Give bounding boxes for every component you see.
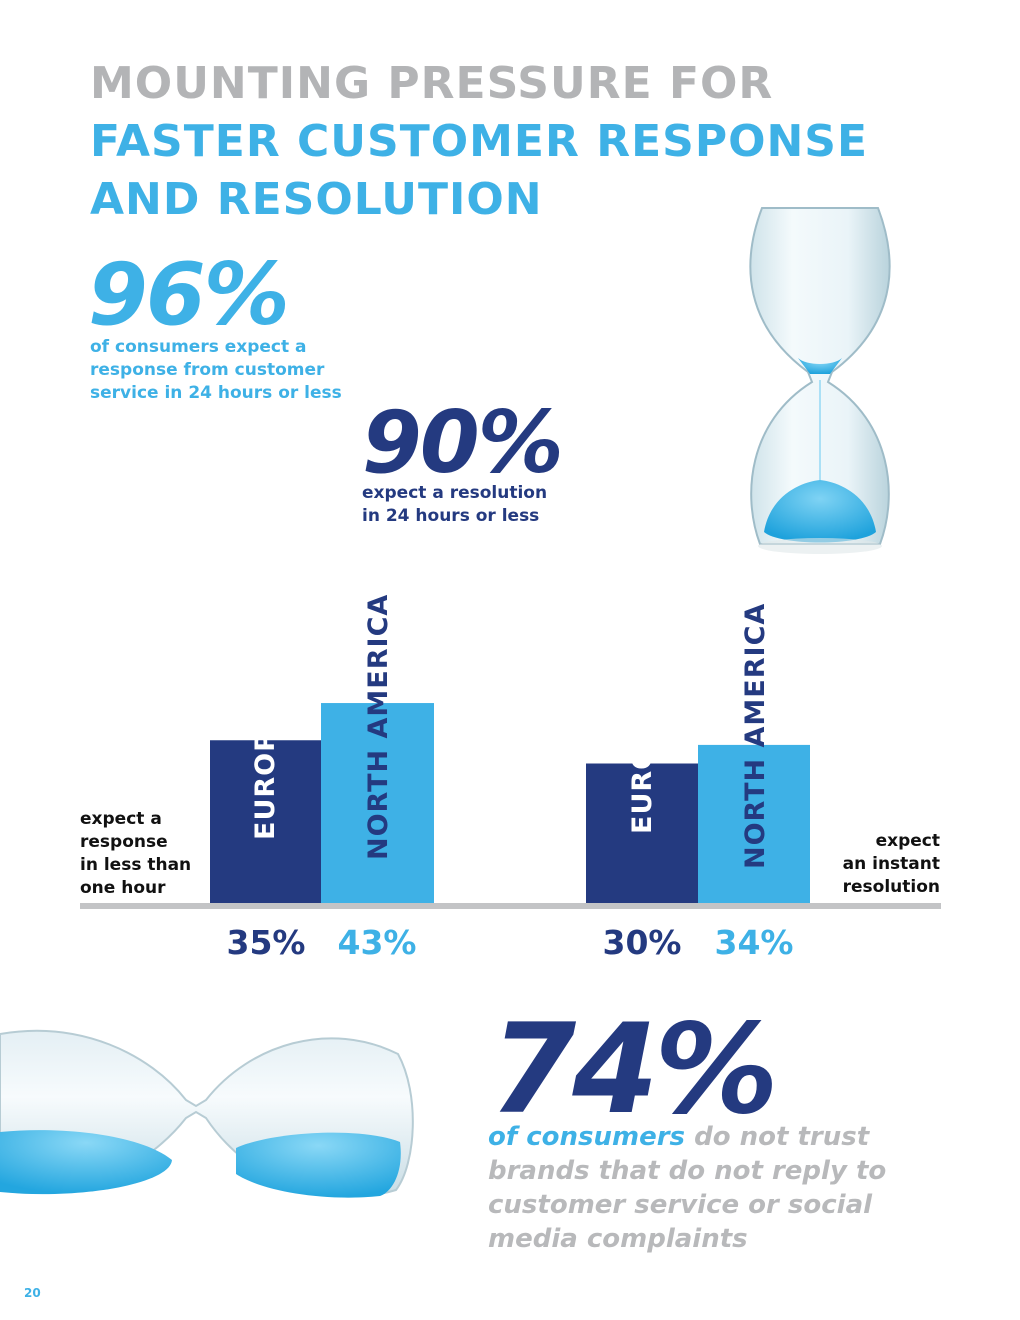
left-group-label-line: one hour <box>80 878 166 898</box>
bar-chart: EUROPE NORTH AMERICA EUROPE NORTH AMERIC… <box>80 594 941 962</box>
title-line-3: AND RESOLUTION <box>90 174 543 225</box>
series-label-europe-resolution: EUROPE <box>627 706 658 834</box>
bar-europe-resolution <box>586 763 698 903</box>
stat-resolution-line: in 24 hours or less <box>362 506 540 526</box>
series-label-north-america-resolution: NORTH AMERICA <box>740 603 771 869</box>
stat-response-line: of consumers expect a <box>90 337 307 357</box>
value-label-north-america-response: 43% <box>338 923 417 962</box>
bar-europe-response <box>210 740 321 903</box>
stat-resolution-text: expect a resolution in 24 hours or less <box>362 482 547 528</box>
page-number: 20 <box>24 1286 41 1300</box>
bar-north-america-response <box>321 703 434 903</box>
stat-response-value: 96% <box>88 245 290 345</box>
hourglass-lying-icon <box>0 1029 414 1198</box>
stat-trust-rest: do not trust brands that do not reply to… <box>488 1122 887 1254</box>
right-group-label-line: expect <box>875 831 940 851</box>
stat-response-line: response from customer <box>90 360 325 380</box>
stat-resolution-value: 90% <box>362 393 564 493</box>
left-group-label: expect a response in less than one hour <box>80 808 191 900</box>
series-label-europe-response: EUROPE <box>250 712 281 840</box>
value-label-europe-resolution: 30% <box>603 923 682 962</box>
chart-baseline <box>80 903 941 909</box>
stat-trust-highlight: of consumers <box>488 1122 686 1152</box>
stat-trust-value: 74% <box>490 998 779 1142</box>
stat-response-text: of consumers expect a response from cust… <box>90 336 342 405</box>
title-line-1: MOUNTING PRESSURE FOR <box>90 58 774 109</box>
hourglass-standing-icon <box>749 207 891 554</box>
right-group-label-line: an instant <box>842 854 940 874</box>
stat-response-line: service in 24 hours or less <box>90 383 342 403</box>
right-group-label: expect an instant resolution <box>843 830 940 899</box>
left-group-label-line: response <box>80 832 168 852</box>
left-group-label-line: expect a <box>80 809 162 829</box>
stat-resolution-line: expect a resolution <box>362 483 548 503</box>
bar-north-america-resolution <box>698 744 810 903</box>
value-label-north-america-resolution: 34% <box>715 923 794 962</box>
left-group-label-line: in less than <box>80 855 192 875</box>
right-group-label-line: resolution <box>842 877 940 897</box>
series-label-north-america-response: NORTH AMERICA <box>363 594 394 860</box>
value-label-europe-response: 35% <box>227 923 306 962</box>
stat-trust-text: of consumers do not trust brands that do… <box>488 1120 908 1256</box>
title-line-2: FASTER CUSTOMER RESPONSE <box>90 116 869 167</box>
